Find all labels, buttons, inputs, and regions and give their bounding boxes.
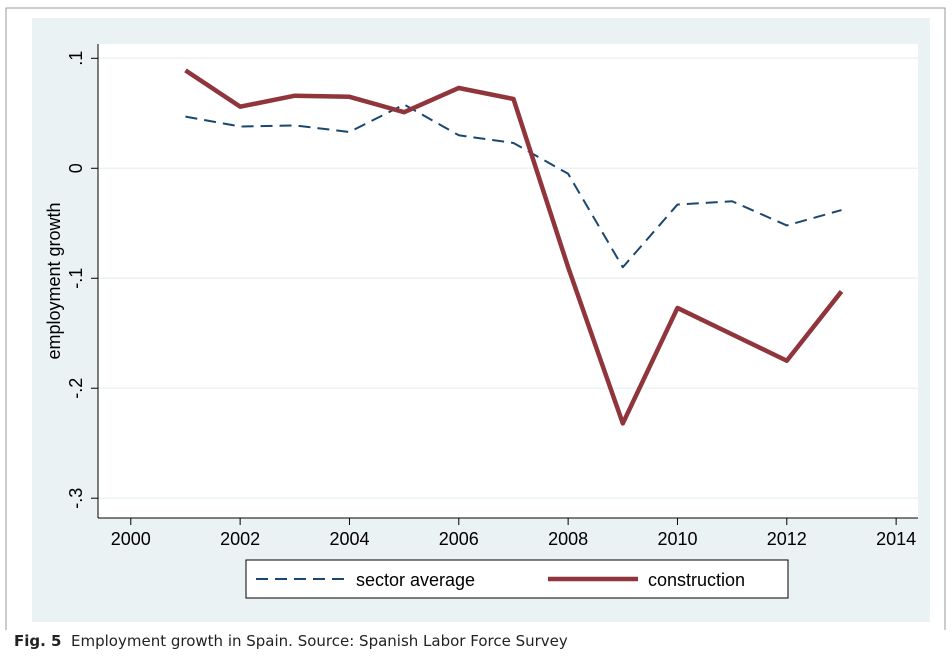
chart: employment growth .1 0 -.1 -.2 -.3 2000 2002 20… (5, 7, 946, 659)
y-tick-label: -.3 (66, 488, 86, 509)
y-axis-label: employment growth (44, 202, 64, 359)
legend-label: sector average (356, 570, 475, 590)
series-line (185, 103, 842, 269)
y-tick-label: -.1 (66, 268, 86, 289)
x-tick-label: 2000 (111, 529, 151, 549)
series-line (184, 68, 844, 426)
x-tick-label: 2006 (439, 529, 479, 549)
x-tick-label: 2004 (329, 529, 369, 549)
caption: Fig. 5 Employment growth in Spain. Sourc… (14, 632, 568, 650)
y-tick-label: -.2 (66, 378, 86, 399)
caption-text: Employment growth in Spain. Source: Span… (71, 632, 568, 650)
x-tick-label: 2002 (220, 529, 260, 549)
caption-label: Fig. 5 (14, 632, 62, 650)
x-tick-label: 2008 (548, 529, 588, 549)
legend-label: construction (648, 570, 745, 590)
x-tick-label: 2012 (767, 529, 807, 549)
y-tick-label: 0 (66, 163, 86, 173)
y-tick-label: .1 (66, 51, 86, 66)
x-tick-label: 2014 (876, 529, 916, 549)
x-tick-label: 2010 (657, 529, 697, 549)
plot-region (98, 44, 918, 518)
